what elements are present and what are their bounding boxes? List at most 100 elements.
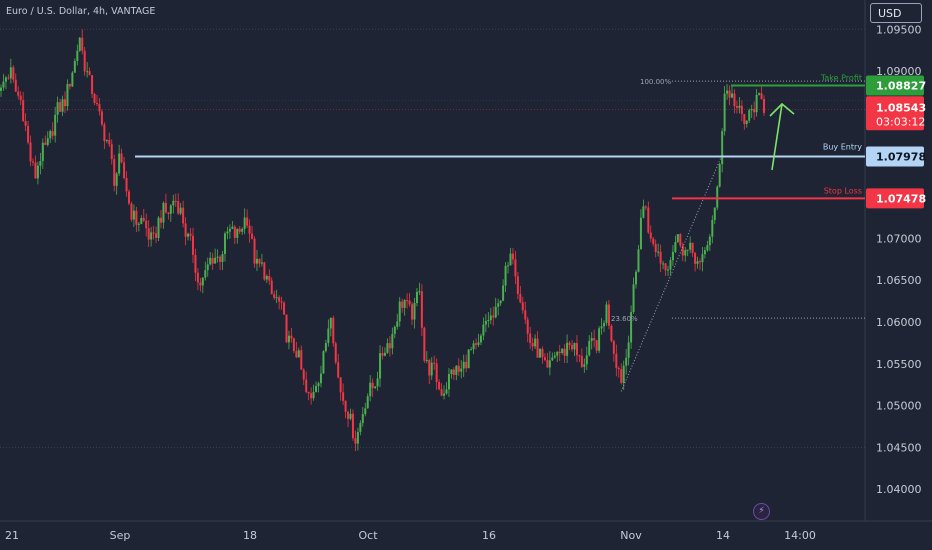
plot-area[interactable]	[0, 0, 865, 521]
price-tick-label: 1.07000	[876, 232, 922, 245]
countdown-text: 03:03:12	[876, 115, 925, 128]
candle	[88, 71, 91, 76]
candle	[652, 238, 655, 244]
candle	[492, 315, 495, 318]
buy-entry-badge-text: 1.07978	[876, 151, 926, 164]
fib-label-100: 100.00%	[640, 78, 671, 86]
time-tick-label: 21	[5, 529, 19, 542]
take-profit-badge[interactable]	[866, 75, 924, 96]
candle	[452, 369, 455, 375]
candle	[351, 413, 354, 439]
candle	[519, 294, 522, 303]
candle	[558, 351, 561, 354]
candle	[748, 110, 751, 121]
candle	[499, 300, 502, 304]
candle	[283, 302, 286, 315]
candle	[750, 109, 753, 111]
candle	[179, 207, 182, 214]
current-price-badge[interactable]	[866, 96, 924, 131]
candle	[22, 100, 25, 122]
candle	[467, 349, 470, 369]
stop-loss-badge[interactable]	[866, 188, 924, 209]
candle	[95, 102, 98, 105]
candle	[319, 373, 322, 384]
price-tick-label: 1.06000	[876, 316, 922, 329]
candle	[679, 234, 682, 246]
candle	[477, 342, 480, 345]
candle	[14, 79, 17, 92]
candle	[9, 67, 12, 79]
candle	[223, 233, 226, 255]
candle	[445, 389, 448, 394]
candle	[17, 91, 20, 96]
candle	[66, 83, 69, 107]
candle	[300, 350, 303, 370]
candle	[241, 228, 244, 232]
candle	[423, 327, 426, 361]
candle	[489, 315, 492, 321]
candle	[201, 277, 204, 286]
candle	[231, 226, 234, 229]
candle	[622, 365, 625, 383]
candle	[455, 365, 458, 375]
candle	[118, 153, 121, 174]
candle	[391, 333, 394, 349]
candle	[174, 200, 177, 202]
candle	[246, 217, 249, 226]
arrow-shaft	[771, 103, 783, 171]
candle	[388, 343, 391, 349]
candle	[403, 300, 406, 308]
time-tick-label: 14	[716, 529, 730, 542]
candle	[46, 138, 49, 145]
candle	[56, 102, 59, 115]
candle	[472, 343, 475, 350]
candle	[553, 355, 556, 358]
candle	[334, 343, 337, 363]
candle	[265, 275, 268, 280]
price-tick-label: 1.06500	[876, 274, 922, 287]
candle	[214, 257, 217, 264]
candle	[199, 282, 202, 286]
candle	[194, 254, 197, 273]
candle	[349, 413, 352, 419]
candle	[630, 312, 633, 343]
candle	[211, 257, 214, 264]
candle	[226, 231, 229, 234]
candle	[708, 236, 711, 246]
candle	[59, 102, 62, 112]
candle	[745, 120, 748, 124]
candle	[450, 369, 453, 375]
candle	[253, 238, 256, 264]
candle	[607, 304, 610, 326]
candle	[12, 67, 15, 80]
candle	[686, 249, 689, 251]
candle	[502, 285, 505, 301]
buy-entry-badge[interactable]	[866, 146, 924, 167]
currency-selector[interactable]: USD	[870, 3, 922, 23]
candle	[600, 326, 603, 329]
candle	[659, 251, 662, 264]
candle	[347, 411, 350, 419]
candle	[255, 258, 258, 264]
current-price-text: 1.08543	[876, 101, 926, 114]
candle	[760, 93, 763, 100]
candle	[462, 361, 465, 369]
candle	[635, 271, 638, 285]
candle	[54, 114, 57, 136]
candle	[543, 357, 546, 361]
flash-icon[interactable]: ⚡	[753, 503, 770, 520]
time-tick-label: Nov	[620, 529, 642, 542]
candle	[123, 162, 126, 178]
candle	[243, 217, 246, 229]
candle	[302, 369, 305, 380]
candle	[172, 200, 175, 206]
candle	[219, 256, 222, 262]
candle	[566, 342, 569, 356]
candle	[61, 99, 64, 112]
candle	[740, 105, 743, 114]
candle	[632, 284, 635, 313]
candle	[332, 317, 335, 344]
candle	[731, 93, 734, 98]
candle	[142, 217, 145, 221]
